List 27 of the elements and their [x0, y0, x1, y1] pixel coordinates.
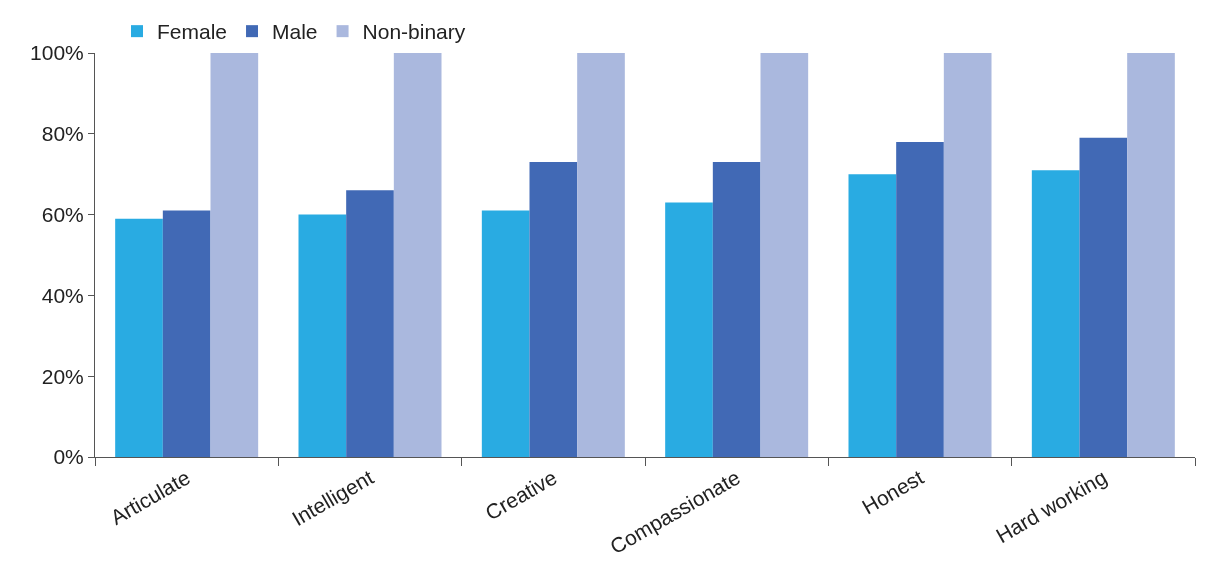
- bar: [1031, 170, 1080, 457]
- legend-label: Non-binary: [362, 20, 466, 44]
- bar: [393, 53, 442, 457]
- y-tick-label: 20%: [41, 364, 84, 388]
- bar: [848, 174, 897, 457]
- bar: [210, 53, 259, 457]
- bar: [760, 53, 809, 457]
- legend-label: Male: [272, 20, 318, 44]
- bar: [712, 162, 761, 457]
- bar: [115, 218, 163, 457]
- y-tick-label: 40%: [41, 283, 84, 307]
- bar: [943, 53, 992, 457]
- bar: [298, 214, 347, 457]
- bar: [529, 162, 578, 457]
- bar: [896, 141, 944, 457]
- bar: [577, 53, 625, 457]
- bar: [1127, 53, 1175, 457]
- y-tick-label: 80%: [41, 122, 84, 146]
- y-tick-label: 60%: [41, 202, 84, 226]
- y-tick-label: 100%: [30, 41, 84, 65]
- bar: [1079, 137, 1128, 457]
- bar: [665, 202, 713, 457]
- bar: [346, 190, 394, 457]
- y-tick-label: 0%: [53, 445, 84, 469]
- bar: [481, 210, 530, 457]
- legend-label: Female: [157, 20, 228, 44]
- bar: [162, 210, 211, 457]
